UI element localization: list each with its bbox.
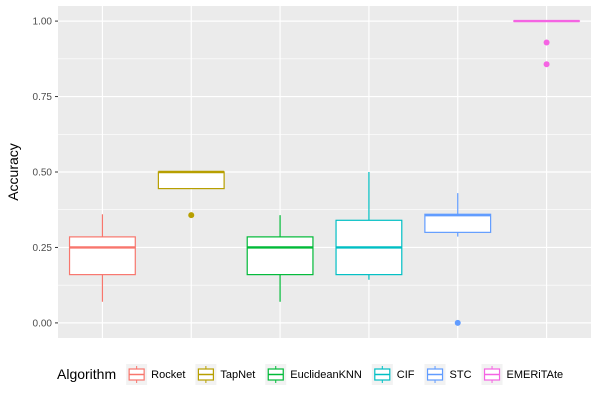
legend-title: Algorithm (57, 366, 116, 382)
box-iqr (68, 236, 136, 276)
legend-item-label: CIF (397, 369, 415, 381)
y-axis-label: Accuracy (5, 143, 21, 201)
outlier-point (454, 319, 461, 326)
legend: Algorithm Rocket TapNet EuclideanKNN CIF STC… (57, 364, 563, 385)
legend-item-label: STC (450, 369, 472, 381)
y-axis: 0.00 0.25 0.50 0.75 1.00 (33, 17, 58, 329)
legend-item-label: EMERiTAte (507, 369, 564, 381)
box-euclideanknn (246, 215, 314, 302)
legend-item-tapnet: TapNet (195, 364, 255, 385)
box-rocket (68, 214, 136, 302)
y-tick-label: 0.50 (33, 168, 53, 179)
box-tapnet (157, 170, 225, 219)
legend-item-stc: STC (424, 364, 472, 385)
legend-item-euclideanknn: EuclideanKNN (265, 364, 362, 385)
y-tick-label: 0.25 (33, 243, 53, 254)
box-emeritate (513, 19, 581, 68)
legend-item-emeritate: EMERiTAte (481, 364, 564, 385)
minor-gridlines (58, 58, 591, 286)
legend-item-rocket: Rocket (126, 364, 185, 385)
legend-item-label: Rocket (151, 369, 185, 381)
y-tick-label: 0.75 (33, 92, 53, 103)
outlier-point (543, 61, 550, 68)
box-iqr (246, 236, 314, 276)
legend-item-label: EuclideanKNN (290, 369, 362, 381)
outlier-point (188, 212, 195, 219)
y-tick-label: 1.00 (33, 17, 53, 28)
y-tick-label: 0.00 (33, 318, 53, 329)
box-stc (424, 193, 492, 326)
box-cif (335, 172, 403, 280)
box-iqr (424, 213, 492, 233)
box-series (68, 19, 581, 326)
legend-item-cif: CIF (371, 364, 415, 385)
legend-item-label: TapNet (220, 369, 255, 381)
box-iqr (157, 171, 225, 190)
outlier-point (543, 39, 550, 46)
